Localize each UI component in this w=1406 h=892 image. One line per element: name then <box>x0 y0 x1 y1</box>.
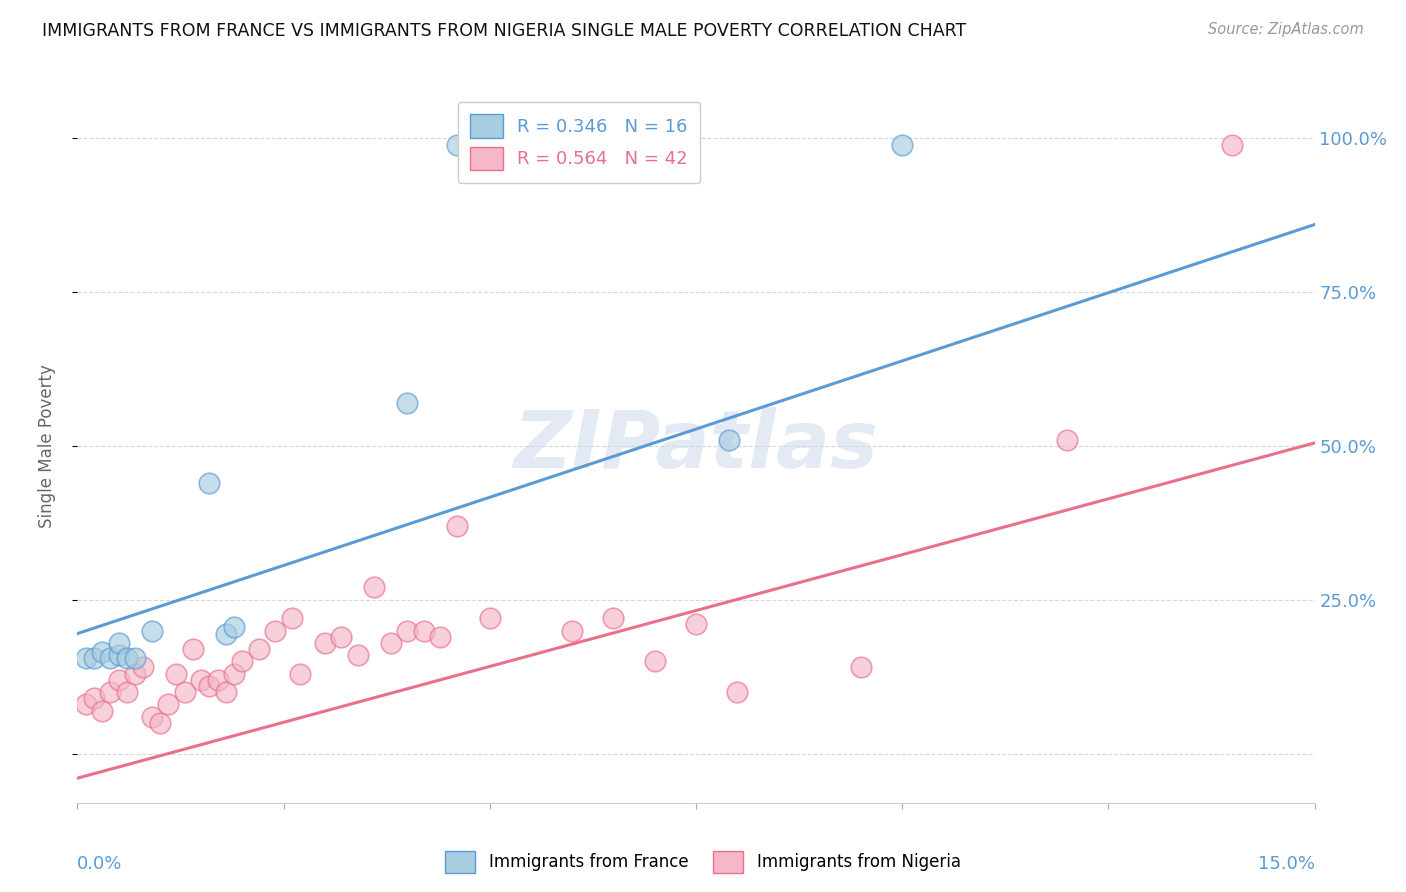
Point <box>222 666 245 681</box>
Point <box>141 624 163 638</box>
Point <box>132 660 155 674</box>
Point <box>198 475 221 490</box>
Point <box>396 624 419 638</box>
Point <box>83 691 105 706</box>
Point <box>215 685 238 699</box>
Point <box>247 642 270 657</box>
Text: ZIPatlas: ZIPatlas <box>513 407 879 485</box>
Point <box>91 704 114 718</box>
Point <box>115 651 138 665</box>
Point <box>98 651 121 665</box>
Point <box>1056 433 1078 447</box>
Point <box>717 433 740 447</box>
Point <box>75 651 97 665</box>
Text: 0.0%: 0.0% <box>77 855 122 873</box>
Text: 15.0%: 15.0% <box>1257 855 1315 873</box>
Point <box>231 654 253 668</box>
Point <box>124 651 146 665</box>
Point <box>83 651 105 665</box>
Point <box>107 673 129 687</box>
Point <box>115 685 138 699</box>
Legend: Immigrants from France, Immigrants from Nigeria: Immigrants from France, Immigrants from … <box>439 845 967 880</box>
Legend: R = 0.346   N = 16, R = 0.564   N = 42: R = 0.346 N = 16, R = 0.564 N = 42 <box>457 102 700 183</box>
Point <box>91 645 114 659</box>
Point <box>1220 137 1243 152</box>
Point <box>222 620 245 634</box>
Point <box>141 709 163 723</box>
Point <box>429 630 451 644</box>
Point <box>149 715 172 730</box>
Point <box>725 685 748 699</box>
Text: IMMIGRANTS FROM FRANCE VS IMMIGRANTS FROM NIGERIA SINGLE MALE POVERTY CORRELATIO: IMMIGRANTS FROM FRANCE VS IMMIGRANTS FRO… <box>42 22 966 40</box>
Point <box>644 654 666 668</box>
Point <box>363 581 385 595</box>
Point <box>107 636 129 650</box>
Point <box>446 137 468 152</box>
Point <box>396 396 419 410</box>
Point <box>124 666 146 681</box>
Point <box>561 624 583 638</box>
Point <box>107 648 129 662</box>
Point <box>380 636 402 650</box>
Point <box>181 642 204 657</box>
Point <box>198 679 221 693</box>
Y-axis label: Single Male Poverty: Single Male Poverty <box>38 364 56 528</box>
Point <box>446 519 468 533</box>
Point <box>157 698 180 712</box>
Point <box>264 624 287 638</box>
Point <box>478 611 501 625</box>
Point <box>75 698 97 712</box>
Point <box>412 624 434 638</box>
Point <box>288 666 311 681</box>
Point <box>685 617 707 632</box>
Point <box>98 685 121 699</box>
Point <box>314 636 336 650</box>
Point <box>207 673 229 687</box>
Point <box>173 685 195 699</box>
Point <box>602 611 624 625</box>
Point <box>215 626 238 640</box>
Point <box>346 648 368 662</box>
Point <box>330 630 353 644</box>
Point <box>849 660 872 674</box>
Point <box>281 611 304 625</box>
Point <box>165 666 187 681</box>
Point <box>190 673 212 687</box>
Text: Source: ZipAtlas.com: Source: ZipAtlas.com <box>1208 22 1364 37</box>
Point <box>891 137 914 152</box>
